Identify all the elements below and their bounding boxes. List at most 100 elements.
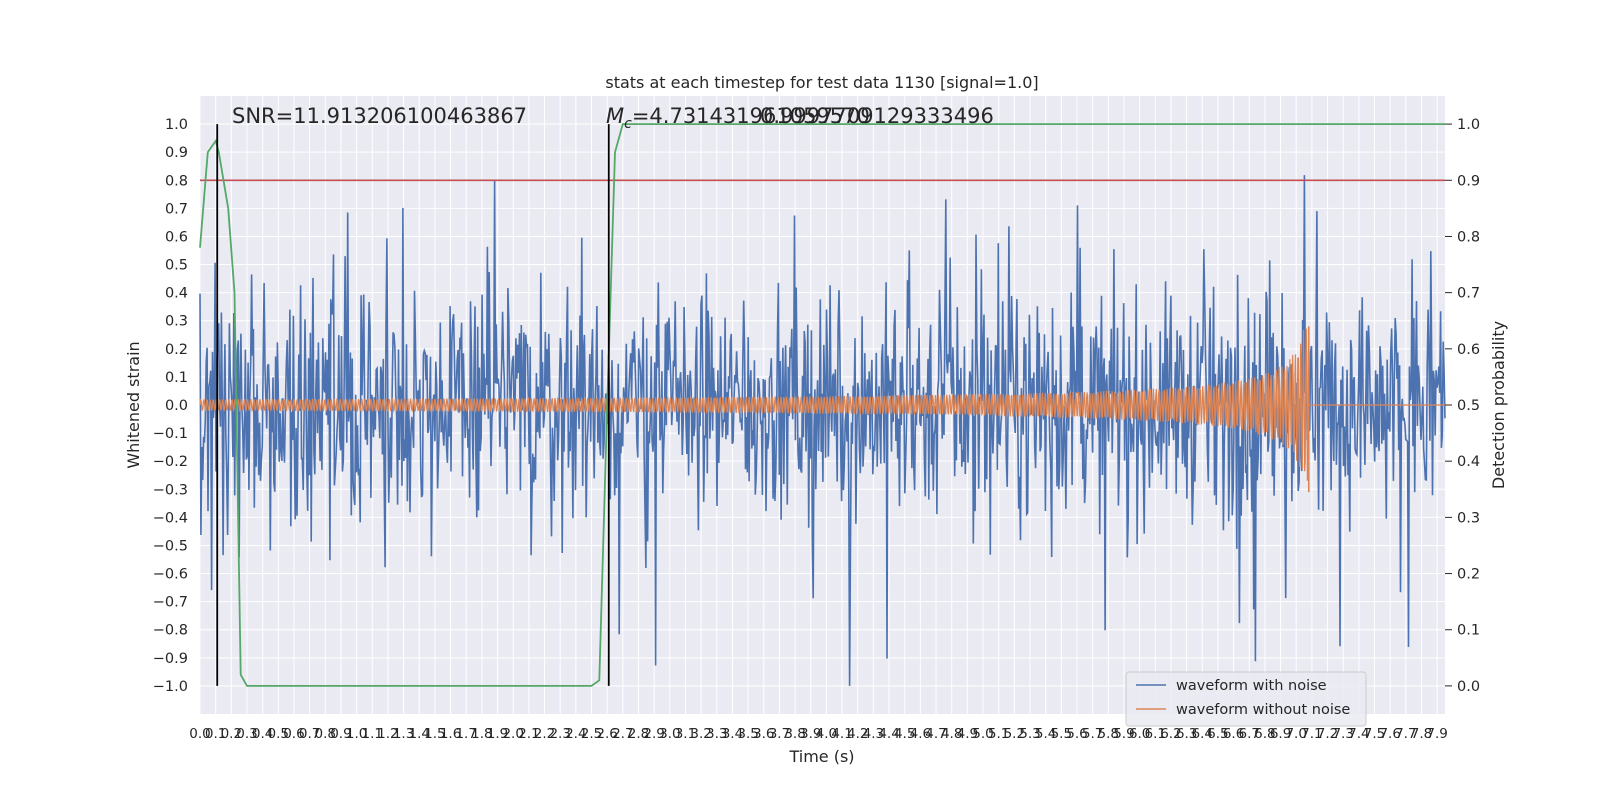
- x-tick-label: 1.8: [471, 726, 492, 742]
- x-tick-label: 7.4: [1348, 726, 1369, 742]
- y-tick-label-left: 0.7: [165, 201, 188, 217]
- x-tick-label: 6.4: [1192, 726, 1213, 742]
- x-tick-label: 4.9: [957, 726, 978, 742]
- x-tick-label: 0.9: [330, 726, 351, 742]
- x-tick-label: 1.3: [393, 726, 414, 742]
- x-tick-label: 5.2: [1004, 726, 1025, 742]
- x-tick-label: 5.3: [1019, 726, 1040, 742]
- x-tick-label: 6.5: [1207, 726, 1228, 742]
- x-tick-label: 3.4: [722, 726, 743, 742]
- axes-layer: 0.00.10.20.30.40.50.60.70.80.91.01.11.21…: [153, 117, 1480, 742]
- x-tick-label: 2.2: [534, 726, 555, 742]
- x-tick-label: 6.2: [1160, 726, 1181, 742]
- x-tick-label: 3.2: [690, 726, 711, 742]
- x-tick-label: 4.7: [925, 726, 946, 742]
- x-tick-label: 0.4: [252, 726, 273, 742]
- x-tick-label: 7.7: [1395, 726, 1416, 742]
- x-tick-label: 3.9: [800, 726, 821, 742]
- x-tick-label: 0.5: [268, 726, 289, 742]
- y-tick-label-left: −0.5: [153, 538, 188, 554]
- x-tick-label: 5.8: [1098, 726, 1119, 742]
- probability-annotation: 0.9997709129333496: [760, 104, 994, 128]
- y-tick-label-right: 0.8: [1457, 229, 1480, 245]
- x-tick-label: 7.9: [1426, 726, 1447, 742]
- y-tick-label-left: 0.2: [165, 342, 188, 358]
- y-tick-label-right: 1.0: [1457, 117, 1480, 133]
- x-tick-label: 4.6: [910, 726, 931, 742]
- x-tick-label: 1.7: [455, 726, 476, 742]
- x-tick-label: 1.0: [346, 726, 367, 742]
- x-tick-label: 2.0: [502, 726, 523, 742]
- x-tick-label: 5.4: [1035, 726, 1056, 742]
- clean-waveform-line: [199, 328, 1445, 481]
- y-tick-label-left: −0.4: [153, 510, 188, 526]
- x-tick-label: 3.3: [706, 726, 727, 742]
- y-tick-label-left: −0.1: [153, 426, 188, 442]
- x-tick-label: 7.0: [1285, 726, 1306, 742]
- y-tick-label-left: −0.9: [153, 651, 188, 667]
- y-tick-label-left: 0.1: [165, 370, 188, 386]
- x-tick-label: 4.5: [894, 726, 915, 742]
- y-tick-label-right: 0.3: [1457, 510, 1480, 526]
- x-tick-label: 5.0: [972, 726, 993, 742]
- x-tick-label: 5.9: [1113, 726, 1134, 742]
- x-tick-label: 4.1: [831, 726, 852, 742]
- x-tick-label: 4.8: [941, 726, 962, 742]
- y-tick-label-left: 0.5: [165, 258, 188, 274]
- x-tick-label: 1.5: [424, 726, 445, 742]
- y-tick-label-right: 0.9: [1457, 173, 1480, 189]
- x-tick-label: 0.6: [283, 726, 304, 742]
- x-tick-label: 7.3: [1332, 726, 1353, 742]
- y-tick-label-left: 1.0: [165, 117, 188, 133]
- y-tick-label-left: −0.2: [153, 454, 188, 470]
- y-tick-label-right: 0.7: [1457, 286, 1480, 302]
- x-tick-label: 6.1: [1145, 726, 1166, 742]
- y-tick-label-right: 0.2: [1457, 567, 1480, 583]
- x-tick-label: 2.6: [596, 726, 617, 742]
- x-tick-label: 7.1: [1301, 726, 1322, 742]
- x-tick-label: 3.7: [769, 726, 790, 742]
- x-tick-label: 5.5: [1051, 726, 1072, 742]
- y-tick-label-right: 0.1: [1457, 623, 1480, 639]
- y-axis-title-right: Detection probability: [1489, 321, 1508, 489]
- x-tick-label: 7.2: [1317, 726, 1338, 742]
- x-tick-label: 6.3: [1176, 726, 1197, 742]
- x-tick-label: 4.2: [847, 726, 868, 742]
- x-tick-label: 1.1: [362, 726, 383, 742]
- x-tick-label: 7.8: [1411, 726, 1432, 742]
- x-axis-title: Time (s): [788, 747, 854, 766]
- x-tick-label: 3.0: [659, 726, 680, 742]
- mc-value: =4.731431961059570: [632, 104, 870, 128]
- legend-box: [1125, 671, 1367, 727]
- mc-annotation: Mc=4.731431961059570: [606, 104, 870, 132]
- x-tick-label: 2.4: [565, 726, 586, 742]
- mc-subscript: c: [624, 116, 632, 132]
- legend: waveform with noise waveform without noi…: [1125, 671, 1367, 727]
- x-tick-label: 5.6: [1066, 726, 1087, 742]
- x-tick-label: 0.8: [315, 726, 336, 742]
- y-tick-label-right: 0.6: [1457, 342, 1480, 358]
- snr-annotation: SNR=11.913206100463867: [232, 104, 527, 128]
- x-tick-label: 7.6: [1379, 726, 1400, 742]
- x-tick-label: 4.0: [816, 726, 837, 742]
- y-tick-label-left: 0.3: [165, 314, 188, 330]
- y-tick-label-right: 0.5: [1457, 398, 1480, 414]
- y-tick-label-left: 0.0: [165, 398, 188, 414]
- x-tick-label: 5.1: [988, 726, 1009, 742]
- x-tick-label: 1.4: [409, 726, 430, 742]
- x-tick-label: 6.9: [1270, 726, 1291, 742]
- x-tick-label: 3.1: [675, 726, 696, 742]
- x-tick-label: 3.8: [784, 726, 805, 742]
- x-tick-label: 6.0: [1129, 726, 1150, 742]
- x-tick-label: 1.9: [487, 726, 508, 742]
- y-axis-title-left: Whitened strain: [124, 341, 143, 468]
- x-tick-label: 4.4: [878, 726, 899, 742]
- y-tick-label-left: 0.6: [165, 229, 188, 245]
- x-tick-label: 0.0: [189, 726, 210, 742]
- legend-label-clean: waveform without noise: [1176, 702, 1350, 718]
- x-tick-label: 6.7: [1239, 726, 1260, 742]
- y-tick-label-left: 0.4: [165, 286, 188, 302]
- x-tick-label: 0.3: [236, 726, 257, 742]
